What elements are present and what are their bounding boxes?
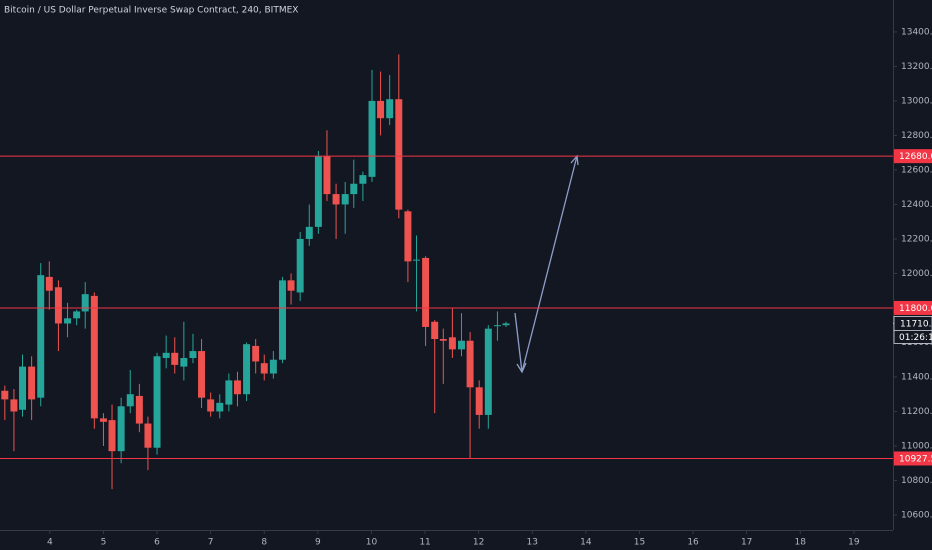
- candle-body: [28, 366, 36, 400]
- candle-body: [395, 99, 403, 210]
- candle-body: [287, 280, 295, 291]
- x-tick-label: 5: [101, 538, 107, 548]
- arrow-head: [516, 362, 527, 374]
- countdown-box: [893, 330, 932, 344]
- x-tick-label: 9: [315, 538, 321, 548]
- candle-body: [64, 318, 72, 324]
- candle-body: [431, 321, 439, 340]
- candle-body: [332, 194, 340, 205]
- candle-body: [1, 390, 9, 400]
- candle-body: [54, 287, 62, 324]
- candle-body: [422, 257, 430, 327]
- candle-body: [475, 387, 483, 415]
- candle-body: [305, 226, 313, 239]
- candle-body: [207, 399, 215, 412]
- candle-body: [99, 418, 107, 422]
- x-tick-label: 18: [795, 538, 807, 548]
- last-price-label: 11710.5: [900, 319, 932, 329]
- candle-body: [484, 328, 492, 415]
- x-tick-label: 6: [154, 538, 160, 548]
- candle-body: [278, 280, 286, 360]
- candle-body: [216, 402, 224, 412]
- y-tick-label: 10600.0: [901, 510, 932, 520]
- candle-body: [45, 276, 53, 291]
- x-tick-label: 14: [580, 538, 592, 548]
- chart-title: Bitcoin / US Dollar Perpetual Inverse Sw…: [4, 6, 298, 16]
- candle-body: [198, 351, 206, 398]
- level-label: 11800.0: [899, 304, 932, 314]
- candle-body: [171, 352, 179, 365]
- candle-body: [37, 275, 45, 398]
- candle-body: [466, 340, 474, 388]
- level-label-box: [894, 300, 932, 315]
- level-label: 10927.5: [899, 454, 932, 464]
- candle-body: [314, 156, 322, 227]
- y-tick-label: 12400.0: [901, 200, 932, 210]
- x-tick-label: 4: [47, 538, 53, 548]
- level-label-box: [894, 149, 932, 164]
- y-tick-label: 11400.0: [901, 372, 932, 382]
- x-tick-label: 15: [634, 538, 645, 548]
- candle-body: [368, 100, 376, 177]
- candle-body: [439, 339, 447, 341]
- x-tick-label: 7: [208, 538, 214, 548]
- candle-body: [377, 100, 385, 119]
- candle-body: [117, 406, 125, 452]
- x-tick-label: 13: [527, 538, 538, 548]
- x-tick-label: 16: [687, 538, 699, 548]
- level-label-box: [894, 451, 932, 466]
- candle-body: [412, 259, 420, 261]
- candle-body: [10, 399, 18, 412]
- x-tick-label: 17: [741, 538, 752, 548]
- candle-body: [108, 420, 116, 452]
- candle-body: [269, 359, 277, 374]
- y-tick-label: 12000.0: [901, 269, 932, 279]
- candle-body: [233, 380, 241, 395]
- countdown-label: 01:26:11: [899, 333, 932, 343]
- candle-body: [359, 175, 367, 184]
- x-tick-label: 12: [473, 538, 484, 548]
- candle-body: [90, 295, 98, 419]
- candle-body: [404, 211, 412, 262]
- y-tick-label: 12800.0: [901, 131, 932, 141]
- y-tick-label: 13000.0: [901, 96, 932, 106]
- x-tick-label: 10: [366, 538, 378, 548]
- y-tick-label: 13400.0: [901, 27, 932, 37]
- candle-body: [458, 340, 465, 350]
- candle-body: [296, 238, 304, 293]
- candle-body: [135, 395, 143, 424]
- candle-body: [189, 351, 197, 358]
- candle-body: [81, 294, 89, 312]
- y-tick-label: 11000.0: [901, 441, 932, 451]
- candle-body: [73, 311, 81, 319]
- candle-body: [252, 345, 260, 362]
- candle-body: [350, 183, 358, 195]
- level-label: 12680.0: [899, 152, 932, 162]
- candle-body: [225, 380, 233, 405]
- candle-body: [180, 357, 188, 367]
- y-tick-label: 10800.0: [901, 476, 932, 486]
- y-tick-label: 12600.0: [901, 165, 932, 175]
- candle-body: [260, 363, 268, 374]
- candle-body: [126, 394, 134, 407]
- candle-body: [162, 352, 170, 358]
- candle-body: [341, 194, 349, 205]
- y-tick-label: 11200.0: [901, 407, 932, 417]
- candle-body: [448, 337, 456, 350]
- candle-body: [153, 356, 161, 448]
- candle-body: [493, 325, 501, 327]
- candle-body: [243, 344, 251, 395]
- x-tick-label: 11: [419, 538, 430, 548]
- x-tick-label: 19: [848, 538, 860, 548]
- x-tick-label: 8: [261, 538, 267, 548]
- candle-body: [323, 156, 331, 195]
- candle-body: [502, 323, 510, 326]
- y-tick-label: 12200.0: [901, 234, 932, 244]
- y-tick-label: 13200.0: [901, 62, 932, 72]
- candle-body: [386, 99, 394, 119]
- candle-body: [19, 366, 26, 410]
- candle-body: [144, 423, 152, 448]
